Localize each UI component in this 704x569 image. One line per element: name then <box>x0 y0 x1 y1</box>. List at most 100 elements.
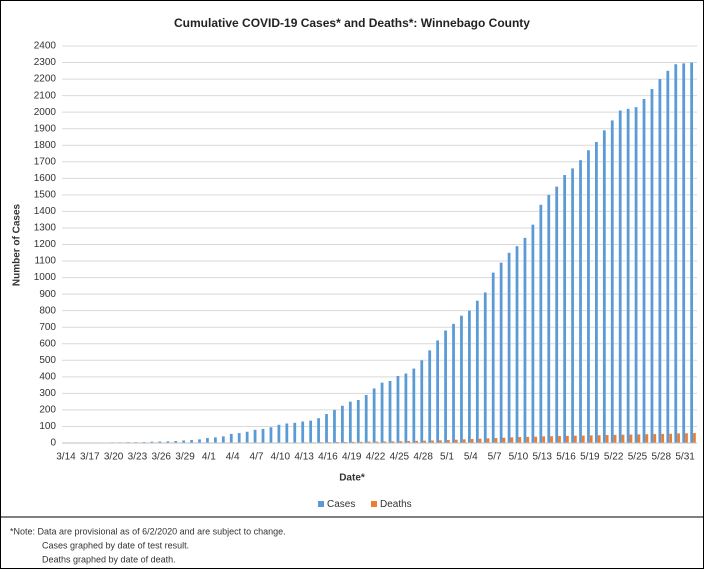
bar <box>579 160 582 443</box>
note: Cases graphed by date of test result. <box>42 540 189 550</box>
bar <box>587 150 590 443</box>
x-tick-label: 5/10 <box>509 452 529 463</box>
x-tick-label: 5/13 <box>532 452 552 463</box>
x-tick-label: 4/22 <box>366 452 386 463</box>
x-tick-label: 3/23 <box>128 452 148 463</box>
bar <box>460 315 463 443</box>
x-tick-label: 5/22 <box>604 452 624 463</box>
y-tick-label: 1700 <box>34 156 57 167</box>
bar <box>423 440 426 443</box>
bar <box>439 440 442 443</box>
bar <box>613 434 617 443</box>
bar <box>309 420 313 443</box>
y-tick-label: 200 <box>39 405 56 416</box>
bar <box>436 340 440 443</box>
bar <box>618 110 622 443</box>
bar <box>589 435 593 443</box>
bar <box>534 436 538 443</box>
bar <box>637 434 641 443</box>
bar <box>558 436 561 443</box>
bar <box>629 434 633 443</box>
bar <box>674 64 678 443</box>
bar <box>277 424 281 443</box>
y-tick-label: 2000 <box>34 107 57 118</box>
bar <box>571 168 574 444</box>
bar <box>573 435 577 443</box>
y-tick-label: 1600 <box>34 173 57 184</box>
bar <box>581 435 585 443</box>
y-tick-label: 1900 <box>34 123 57 134</box>
x-tick-label: 5/19 <box>580 452 600 463</box>
bar <box>547 194 551 443</box>
bar <box>468 310 471 443</box>
bar <box>245 431 249 443</box>
y-axis-label: Number of Cases <box>12 203 23 286</box>
bar <box>566 435 569 443</box>
y-tick-label: 2400 <box>34 41 57 52</box>
y-tick-label: 800 <box>39 305 56 316</box>
y-tick-label: 1000 <box>34 272 57 283</box>
bar <box>404 373 408 443</box>
y-tick-label: 400 <box>39 371 56 382</box>
legend-label: Deaths <box>380 499 412 510</box>
bar <box>693 433 696 443</box>
bar <box>415 440 418 443</box>
bar <box>677 433 680 443</box>
bar <box>253 429 257 443</box>
bar <box>669 433 672 443</box>
bar <box>531 224 535 443</box>
x-tick-label: 4/28 <box>413 452 433 463</box>
y-tick-label: 2200 <box>34 74 57 85</box>
x-tick-label: 5/25 <box>628 452 648 463</box>
bar <box>388 380 392 443</box>
y-tick-label: 900 <box>39 289 56 300</box>
x-tick-label: 4/7 <box>250 452 264 463</box>
bar <box>653 434 657 443</box>
bar <box>269 427 273 443</box>
bar <box>301 421 305 443</box>
x-axis-label: Date* <box>339 473 365 484</box>
x-tick-label: 5/28 <box>652 452 672 463</box>
bar <box>518 437 522 443</box>
bar <box>478 438 482 443</box>
bar <box>610 120 614 443</box>
bar <box>475 300 479 443</box>
bar <box>626 108 630 443</box>
bar <box>229 433 233 443</box>
y-tick-label: 1800 <box>34 140 57 151</box>
bar <box>150 441 154 443</box>
x-tick-label: 5/7 <box>488 452 502 463</box>
x-tick-label: 5/16 <box>556 452 576 463</box>
legend-label: Cases <box>327 499 355 510</box>
bar <box>317 418 320 443</box>
note: Deaths graphed by date of death. <box>42 554 176 564</box>
bar <box>602 130 606 444</box>
bar <box>682 63 686 444</box>
chart-title: Cumulative COVID-19 Cases* and Deaths*: … <box>174 16 530 30</box>
bar <box>454 439 458 443</box>
x-tick-label: 4/19 <box>342 452 362 463</box>
bar <box>621 434 625 443</box>
bar <box>396 376 400 443</box>
x-tick-label: 4/10 <box>271 452 291 463</box>
y-tick-label: 700 <box>39 322 56 333</box>
y-tick-label: 1400 <box>34 206 57 217</box>
legend-swatch <box>318 501 324 507</box>
bar <box>325 414 328 443</box>
bar <box>510 437 514 443</box>
bar <box>237 433 241 443</box>
x-tick-label: 4/4 <box>226 452 240 463</box>
x-tick-label: 4/25 <box>390 452 410 463</box>
bar <box>166 441 170 443</box>
bar <box>206 438 209 443</box>
bar <box>399 441 403 443</box>
bar <box>645 434 649 443</box>
x-tick-label: 4/13 <box>294 452 314 463</box>
bar <box>605 435 609 443</box>
bar <box>550 436 553 443</box>
x-tick-label: 5/31 <box>675 452 695 463</box>
bar <box>690 62 694 444</box>
bar <box>542 436 545 443</box>
y-tick-label: 2100 <box>34 90 57 101</box>
